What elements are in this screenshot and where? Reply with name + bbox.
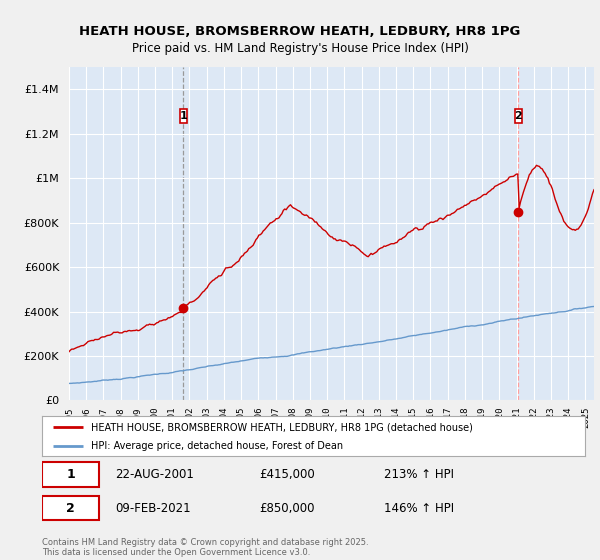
Text: £850,000: £850,000 [259, 502, 315, 515]
Text: 213% ↑ HPI: 213% ↑ HPI [384, 468, 454, 481]
Text: £415,000: £415,000 [259, 468, 315, 481]
Text: 09-FEB-2021: 09-FEB-2021 [115, 502, 191, 515]
FancyBboxPatch shape [180, 109, 187, 123]
Text: 22-AUG-2001: 22-AUG-2001 [115, 468, 194, 481]
Text: 146% ↑ HPI: 146% ↑ HPI [384, 502, 454, 515]
Text: HPI: Average price, detached house, Forest of Dean: HPI: Average price, detached house, Fore… [91, 441, 343, 451]
Text: 2: 2 [66, 502, 75, 515]
Text: HEATH HOUSE, BROMSBERROW HEATH, LEDBURY, HR8 1PG (detached house): HEATH HOUSE, BROMSBERROW HEATH, LEDBURY,… [91, 422, 473, 432]
Text: HEATH HOUSE, BROMSBERROW HEATH, LEDBURY, HR8 1PG: HEATH HOUSE, BROMSBERROW HEATH, LEDBURY,… [79, 25, 521, 38]
FancyBboxPatch shape [515, 109, 522, 123]
Text: Price paid vs. HM Land Registry's House Price Index (HPI): Price paid vs. HM Land Registry's House … [131, 42, 469, 55]
FancyBboxPatch shape [42, 496, 99, 520]
Text: Contains HM Land Registry data © Crown copyright and database right 2025.
This d: Contains HM Land Registry data © Crown c… [42, 538, 368, 557]
Text: 1: 1 [179, 111, 187, 121]
Text: 2: 2 [514, 111, 522, 121]
Text: 1: 1 [66, 468, 75, 481]
FancyBboxPatch shape [42, 463, 99, 487]
